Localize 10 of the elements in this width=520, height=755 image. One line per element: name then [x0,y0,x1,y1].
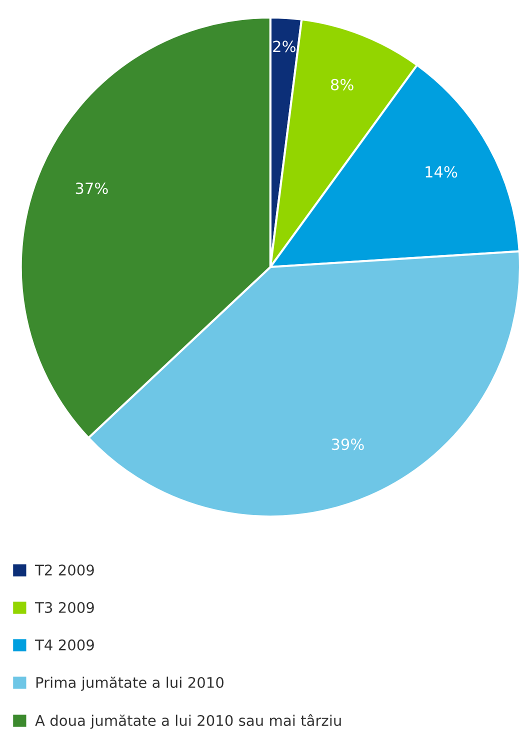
legend-label: T3 2009 [34,602,94,614]
legend-label: T4 2009 [34,639,94,650]
data-label: 2% [273,40,296,52]
data-label: 8% [330,78,354,90]
data-label: 39% [332,438,364,450]
data-label: 14% [426,166,458,178]
legend-label: Prima jumătate a lui 2010 [36,676,224,691]
data-label: 37% [76,182,108,194]
legend-label: T2 2009 [34,564,94,576]
legend-label: A doua jumătate a lui 2010 sau mai târziu [35,714,341,729]
